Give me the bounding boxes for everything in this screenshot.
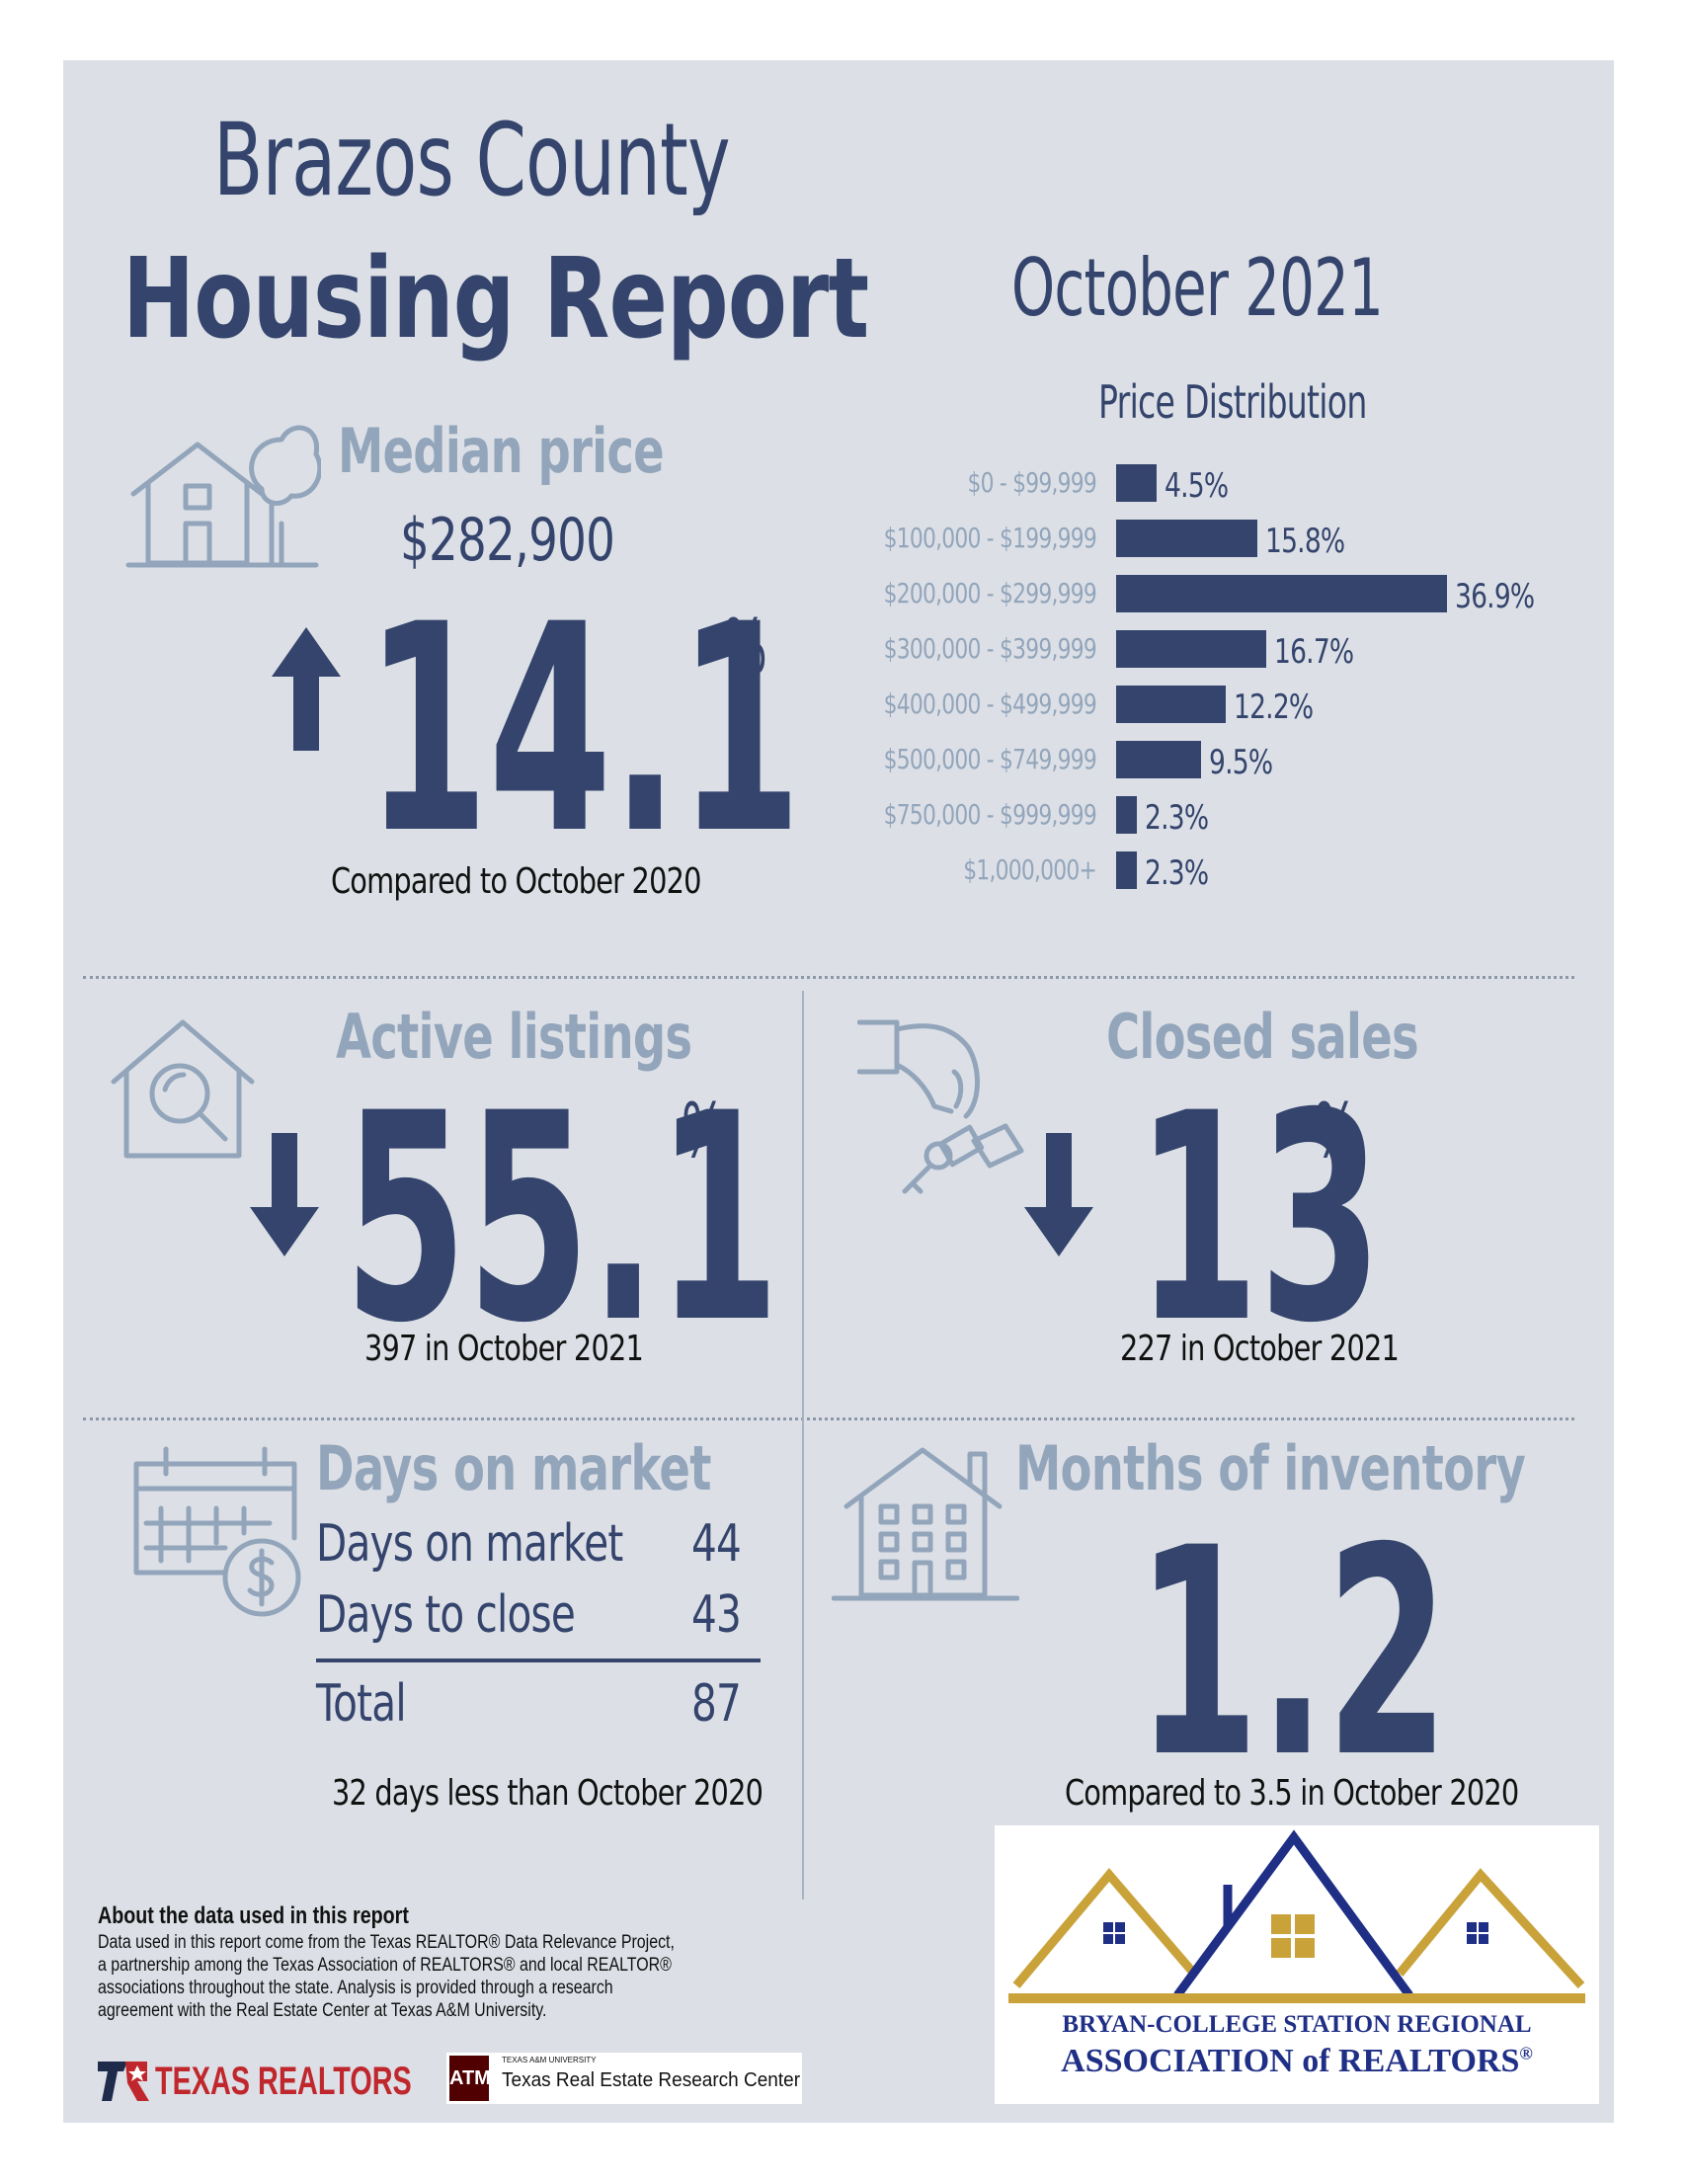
- active-listings-title: Active listings: [336, 1001, 692, 1073]
- price-range-bar: [1116, 686, 1226, 723]
- active-listings-caption: 397 in October 2021: [363, 1329, 644, 1369]
- median-price-change: 14.1: [365, 564, 802, 897]
- divider-top: [83, 976, 1574, 979]
- arrow-up-icon: [272, 627, 341, 751]
- price-range-value: 2.3%: [1144, 798, 1209, 838]
- closed-sales-caption: 227 in October 2021: [1119, 1329, 1400, 1369]
- price-range-label: $500,000 - $749,999: [883, 743, 1097, 775]
- total-value: 87: [690, 1674, 742, 1734]
- bcs-registered-mark: ®: [1519, 2043, 1533, 2063]
- price-distribution-title: Price Distribution: [1098, 375, 1367, 429]
- bcs-association-logo: BRYAN-COLLEGE STATION REGIONAL ASSOCIATI…: [995, 1825, 1599, 2104]
- price-range-bar: [1116, 741, 1202, 778]
- closed-sales-title: Closed sales: [1106, 1001, 1419, 1073]
- total-rule: [316, 1658, 761, 1662]
- texas-realtors-emblem: [98, 2062, 149, 2101]
- price-range-value: 4.5%: [1164, 466, 1229, 506]
- dtc-row-label: Days to close: [316, 1585, 576, 1645]
- hand-keys-icon: [857, 1019, 1024, 1194]
- months-inventory-title: Months of inventory: [1015, 1432, 1526, 1504]
- house-tree-icon: [125, 425, 321, 568]
- about-body: Data used in this report come from the T…: [98, 1932, 675, 2021]
- price-range-bar: [1116, 851, 1137, 889]
- price-range-bar: [1116, 464, 1157, 502]
- divider-middle: [83, 1417, 1574, 1420]
- apartment-house-icon: [832, 1447, 1019, 1601]
- report-panel: [63, 60, 1614, 2123]
- price-range-label: $200,000 - $299,999: [883, 577, 1097, 609]
- texas-realtors-text: TEXAS REALTORS: [155, 2060, 412, 2103]
- title-line-2: Housing Report: [122, 235, 869, 364]
- texas-realtors-logo: TEXAS REALTORS: [98, 2058, 414, 2103]
- total-label: Total: [316, 1674, 407, 1734]
- closed-sales-unit: %: [1314, 1087, 1358, 1174]
- months-inventory-caption: Compared to 3.5 in October 2020: [1065, 1773, 1519, 1814]
- price-range-value: 2.3%: [1144, 853, 1209, 893]
- bcs-line-2: ASSOCIATION of REALTORS®: [995, 2043, 1599, 2080]
- months-inventory-value: 1.2: [1136, 1488, 1449, 1820]
- price-range-label: $750,000 - $999,999: [883, 798, 1097, 831]
- tamu-small-text: TEXAS A&M UNIVERSITY: [502, 2056, 597, 2064]
- tamu-center-text: Texas Real Estate Research Center: [502, 2069, 801, 2091]
- arrow-down-icon: [250, 1133, 319, 1256]
- price-range-value: 15.8%: [1265, 522, 1345, 561]
- price-range-bar: [1116, 630, 1266, 668]
- dom-row-label: Days on market: [316, 1514, 623, 1574]
- house-magnifier-icon: [111, 1019, 255, 1159]
- price-range-label: $100,000 - $199,999: [883, 522, 1097, 554]
- bcs-line-1: BRYAN-COLLEGE STATION REGIONAL: [1062, 2011, 1532, 2038]
- arrow-down-icon: [1024, 1133, 1093, 1256]
- divider-vertical: [802, 991, 804, 1900]
- price-range-bar: [1116, 520, 1258, 557]
- price-range-bar: [1116, 575, 1447, 612]
- median-price-title: Median price: [338, 415, 665, 487]
- dom-row-value: 44: [690, 1514, 742, 1574]
- days-on-market-caption: 32 days less than October 2020: [332, 1773, 763, 1814]
- calendar-dollar-icon: [133, 1446, 301, 1617]
- bcs-line-2-text: ASSOCIATION of REALTORS: [1061, 2043, 1520, 2079]
- price-range-value: 9.5%: [1209, 743, 1273, 782]
- price-range-label: $0 - $99,999: [967, 466, 1096, 499]
- about-heading: About the data used in this report: [98, 1902, 409, 1929]
- active-listings-change: 55.1: [344, 1053, 780, 1386]
- median-price-caption: Compared to October 2020: [331, 861, 701, 902]
- active-listings-unit: %: [682, 1087, 726, 1174]
- price-range-label: $400,000 - $499,999: [883, 688, 1097, 720]
- price-range-label: $1,000,000+: [963, 853, 1097, 886]
- price-range-value: 16.7%: [1273, 632, 1354, 672]
- price-range-value: 12.2%: [1233, 688, 1314, 727]
- houses-roof-icon: [1008, 1829, 1585, 2003]
- price-range-bar: [1116, 796, 1137, 834]
- closed-sales-change: 13: [1136, 1053, 1383, 1386]
- median-price-unit: %: [723, 603, 767, 690]
- tamu-logo: ATM TEXAS A&M UNIVERSITY Texas Real Esta…: [446, 2053, 802, 2104]
- tamu-emblem: ATM: [449, 2056, 491, 2101]
- median-price-value: $282,900: [400, 506, 615, 575]
- price-range-value: 36.9%: [1455, 577, 1535, 616]
- price-range-label: $300,000 - $399,999: [883, 632, 1097, 665]
- title-line-1: Brazos County: [213, 102, 731, 219]
- report-month: October 2021: [1011, 242, 1384, 334]
- days-on-market-title: Days on market: [316, 1432, 711, 1504]
- dtc-row-value: 43: [690, 1585, 742, 1645]
